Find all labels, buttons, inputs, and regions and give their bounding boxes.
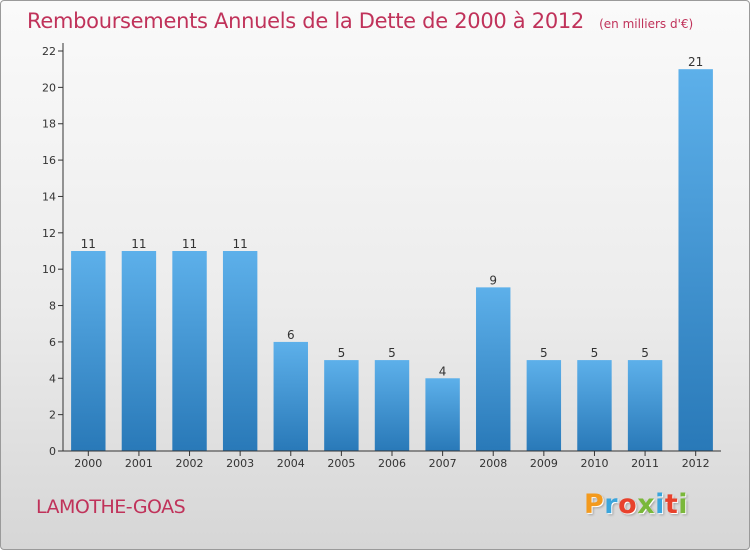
x-tick-label: 2004 <box>277 457 305 470</box>
bar-value-label: 11 <box>131 237 146 251</box>
bar <box>71 251 106 451</box>
brand-logo: Proxiti <box>584 489 688 520</box>
brand-letter: o <box>618 489 638 520</box>
bar-value-label: 5 <box>338 346 346 360</box>
bar <box>678 69 713 451</box>
title-row: Remboursements Annuels de la Dette de 20… <box>27 9 693 33</box>
chart-unit-note: (en milliers d'€) <box>599 17 694 31</box>
x-tick-label: 2010 <box>580 457 608 470</box>
bar <box>577 360 612 451</box>
bar-value-label: 5 <box>388 346 396 360</box>
y-tick-label: 16 <box>42 154 56 167</box>
bar <box>222 251 258 451</box>
bar-value-label: 4 <box>439 364 447 378</box>
brand-letter: i <box>655 489 665 520</box>
bar-value-label: 11 <box>233 237 248 251</box>
bar <box>627 360 663 451</box>
brand-letter: t <box>664 489 679 520</box>
brand-letter: P <box>584 489 605 520</box>
bar <box>172 251 207 451</box>
x-tick-label: 2011 <box>631 457 659 470</box>
place-name: LAMOTHE-GOAS <box>36 496 186 518</box>
x-tick-label: 2001 <box>125 457 153 470</box>
y-tick-label: 6 <box>49 336 56 349</box>
y-tick-label: 12 <box>42 227 56 240</box>
brand-letter: x <box>637 489 656 520</box>
bar <box>374 360 410 451</box>
y-tick-label: 4 <box>49 372 56 385</box>
bar <box>526 360 562 451</box>
bar-value-label: 5 <box>591 346 599 360</box>
chart-title: Remboursements Annuels de la Dette de 20… <box>27 9 584 33</box>
bar <box>121 251 157 451</box>
y-tick-label: 8 <box>49 300 56 313</box>
x-tick-label: 2006 <box>378 457 406 470</box>
y-tick-label: 2 <box>49 409 56 422</box>
bar <box>425 378 460 451</box>
bar-value-label: 6 <box>287 328 295 342</box>
brand-letter: r <box>604 489 619 520</box>
bar <box>324 360 359 451</box>
bar-value-label: 5 <box>540 346 548 360</box>
x-tick-label: 2000 <box>74 457 102 470</box>
y-tick-label: 0 <box>49 445 56 458</box>
bar <box>273 341 308 451</box>
x-tick-label: 2003 <box>226 457 254 470</box>
x-tick-label: 2008 <box>479 457 507 470</box>
x-tick-label: 2002 <box>176 457 204 470</box>
x-tick-label: 2007 <box>429 457 457 470</box>
y-tick-label: 14 <box>42 190 56 203</box>
y-tick-label: 18 <box>42 118 56 131</box>
bar-value-label: 11 <box>81 237 96 251</box>
y-tick-label: 20 <box>42 81 56 94</box>
bar-value-label: 5 <box>641 346 649 360</box>
y-tick-label: 22 <box>42 45 56 58</box>
bar-value-label: 21 <box>688 55 703 69</box>
x-tick-label: 2005 <box>327 457 355 470</box>
bar-value-label: 9 <box>489 273 497 287</box>
y-tick-label: 10 <box>42 263 56 276</box>
x-tick-label: 2012 <box>682 457 710 470</box>
bar <box>476 287 511 451</box>
brand-letter: i <box>678 489 689 520</box>
x-tick-label: 2009 <box>530 457 558 470</box>
bar-value-label: 11 <box>182 237 197 251</box>
